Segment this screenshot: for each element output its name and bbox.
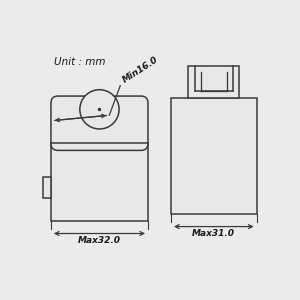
Bar	[171, 98, 256, 214]
Bar	[43, 177, 51, 198]
Bar	[51, 143, 148, 221]
Text: Max31.0: Max31.0	[192, 229, 235, 238]
Text: Min16.0: Min16.0	[122, 55, 160, 85]
Bar	[188, 66, 239, 98]
Text: Unit : mm: Unit : mm	[54, 57, 106, 67]
Text: Max32.0: Max32.0	[78, 236, 121, 245]
Circle shape	[80, 90, 119, 129]
FancyBboxPatch shape	[51, 96, 148, 150]
